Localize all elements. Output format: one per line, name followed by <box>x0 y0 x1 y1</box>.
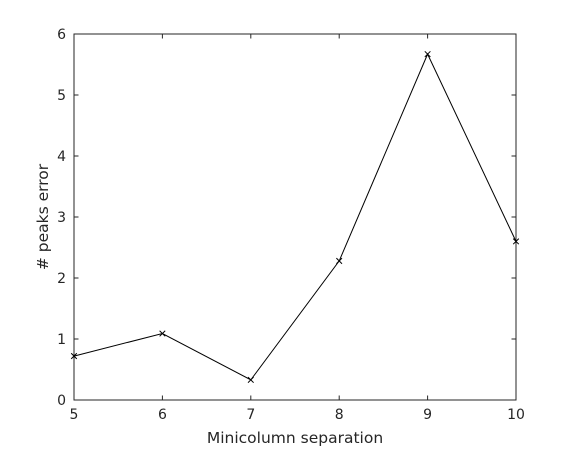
y-tick-label: 6 <box>57 27 66 43</box>
data-point-marker <box>247 376 254 384</box>
x-tick-label: 5 <box>70 407 79 423</box>
data-point-marker <box>159 330 166 337</box>
data-point-marker <box>512 238 520 245</box>
x-tick-label: 6 <box>158 407 167 423</box>
data-point-marker <box>336 257 343 265</box>
x-tick-label: 8 <box>335 407 344 423</box>
y-tick-label: 4 <box>57 149 66 165</box>
y-tick-label: 1 <box>57 332 66 348</box>
plot-area <box>73 33 517 401</box>
y-axis-label: # peaks error <box>34 163 52 270</box>
marker-stroke <box>247 376 254 384</box>
x-axis-label: Minicolumn separation <box>207 429 383 447</box>
marker-stroke <box>70 352 78 360</box>
marker-stroke <box>336 257 343 265</box>
marker-stroke <box>424 50 431 58</box>
axis-ticks <box>73 33 517 401</box>
data-point-marker <box>424 50 431 58</box>
marker-stroke <box>159 330 166 337</box>
x-tick-label: 10 <box>507 407 525 423</box>
axis-tick-labels: 5 6 7 8 9 10 0 1 2 3 4 5 6 <box>57 27 525 423</box>
x-tick-label: 7 <box>246 407 255 423</box>
series-layer <box>70 50 520 384</box>
y-tick-label: 3 <box>57 210 66 226</box>
x-tick-label: 9 <box>423 407 432 423</box>
series-line <box>73 52 517 381</box>
y-tick-label: 2 <box>57 271 66 287</box>
marker-stroke <box>512 238 520 245</box>
data-point-marker <box>70 352 78 360</box>
y-tick-label: 5 <box>57 88 66 104</box>
y-tick-label: 0 <box>57 393 66 409</box>
